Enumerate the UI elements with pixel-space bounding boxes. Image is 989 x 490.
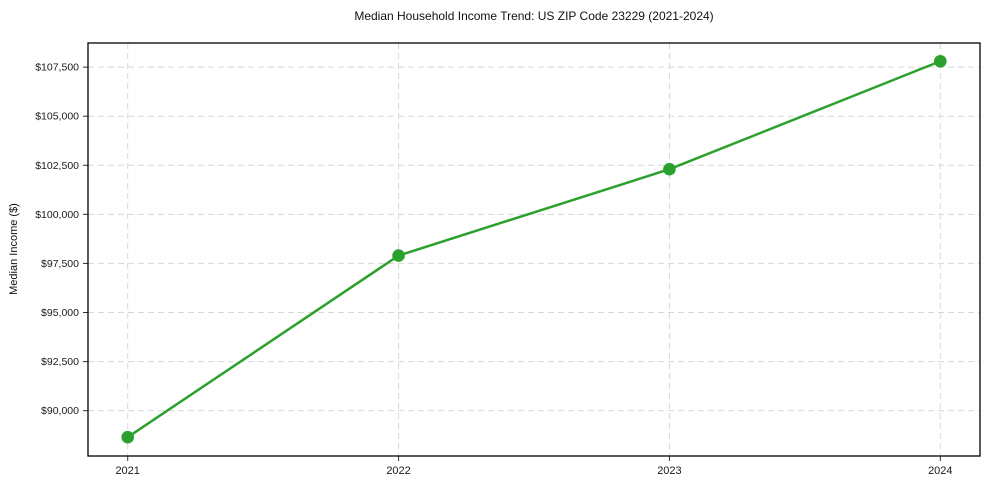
y-tick-label: $102,500 — [35, 160, 79, 172]
data-point-2024 — [934, 54, 947, 68]
data-point-2023 — [663, 162, 676, 176]
x-tick-label: 2022 — [386, 465, 410, 477]
plot-border — [87, 42, 981, 457]
y-tick-label: $92,500 — [41, 356, 79, 368]
y-tick-label: $100,000 — [35, 209, 79, 221]
x-tick-label: 2023 — [657, 465, 681, 477]
y-tick-label: $95,000 — [41, 307, 79, 319]
y-tick-label: $107,500 — [35, 62, 79, 74]
x-tick-label: 2024 — [928, 465, 952, 477]
trend-line — [126, 60, 942, 439]
data-point-2021 — [121, 430, 134, 444]
y-tick-label: $105,000 — [35, 111, 79, 123]
chart-title: Median Household Income Trend: US ZIP Co… — [354, 9, 714, 23]
data-point-2022 — [392, 249, 405, 262]
y-tick-label: $97,500 — [41, 258, 79, 270]
x-tick-label: 2021 — [115, 465, 139, 477]
y-tick-label: $90,000 — [41, 405, 79, 417]
